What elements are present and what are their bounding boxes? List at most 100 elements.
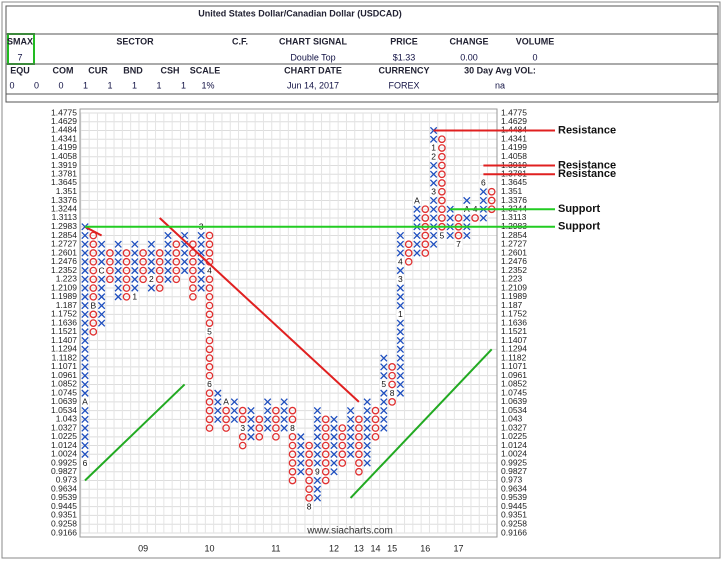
y-tick-label: 0.973 — [501, 475, 523, 485]
x-box — [363, 406, 371, 415]
month-marker: 3 — [398, 274, 403, 284]
month-marker: 8 — [307, 501, 312, 511]
x-box — [463, 231, 471, 240]
y-tick-label: 1.2352 — [501, 265, 527, 275]
marker-bg — [205, 327, 214, 336]
month-marker: 8 — [290, 423, 295, 433]
month-marker: A — [414, 195, 420, 205]
x-box — [313, 406, 322, 415]
o-box — [155, 266, 164, 275]
header-value: 0 — [58, 80, 63, 90]
o-box — [288, 450, 297, 459]
header-label: SMAX — [7, 36, 33, 46]
o-box — [238, 406, 247, 415]
o-box — [438, 187, 446, 196]
x-box — [81, 433, 89, 441]
o-box — [172, 275, 181, 284]
o-box — [189, 275, 197, 284]
o-box — [321, 424, 330, 432]
marker-bg — [379, 380, 388, 389]
x-box — [280, 398, 288, 406]
x-box — [81, 310, 89, 319]
y-tick-label: 1.3919 — [51, 160, 77, 170]
o-box — [305, 459, 313, 467]
o-box — [288, 459, 297, 467]
o-box — [238, 432, 247, 441]
x-box — [429, 135, 438, 143]
y-tick-label: 1.1071 — [501, 361, 527, 371]
o-box — [338, 432, 347, 441]
marker-bg — [222, 397, 231, 406]
x-box — [330, 441, 338, 450]
o-box — [355, 467, 363, 476]
o-box — [205, 275, 214, 284]
y-tick-label: 1.0961 — [51, 370, 77, 380]
month-marker: A — [82, 397, 88, 407]
month-marker: 6 — [481, 178, 486, 188]
y-tick-label: 1.3244 — [51, 203, 77, 213]
y-tick-label: 1.0024 — [501, 449, 527, 459]
o-box — [438, 205, 446, 214]
y-tick-label: 0.9827 — [501, 466, 527, 476]
month-marker: 5 — [207, 327, 212, 337]
x-box — [429, 240, 438, 248]
o-box — [205, 249, 214, 257]
x-box — [114, 249, 122, 257]
o-box — [205, 231, 214, 240]
marker-bg — [437, 231, 446, 240]
o-box — [438, 144, 446, 152]
x-box — [346, 424, 355, 432]
header-value: FOREX — [388, 80, 419, 90]
month-marker: 2 — [431, 152, 436, 162]
watermark: www.siacharts.com — [306, 526, 393, 537]
x-box — [346, 433, 355, 441]
x-box — [114, 293, 122, 301]
x-box — [346, 450, 355, 458]
y-tick-label: 1.1294 — [51, 344, 77, 354]
x-box — [346, 406, 355, 415]
x-box — [230, 398, 239, 406]
level-label: Resistance — [558, 159, 616, 171]
month-marker: 3 — [431, 186, 436, 196]
y-tick-label: 1.2854 — [51, 230, 77, 240]
o-box — [355, 450, 363, 459]
marker-bg — [305, 502, 314, 511]
x-box — [429, 170, 438, 178]
x-box — [363, 459, 371, 467]
y-tick-label: 1.2109 — [51, 282, 77, 292]
header-value: 0 — [532, 52, 537, 62]
x-box — [247, 406, 255, 415]
x-box — [81, 258, 89, 266]
marker-bg — [396, 257, 405, 266]
x-box — [313, 450, 322, 458]
x-box — [247, 415, 255, 424]
y-tick-label: 1.1071 — [51, 361, 77, 371]
o-box — [272, 432, 280, 441]
o-box — [321, 415, 330, 424]
y-tick-label: 0.9539 — [501, 492, 527, 502]
x-box — [463, 214, 471, 222]
x-box — [413, 205, 421, 213]
x-box — [396, 380, 405, 389]
o-box — [205, 310, 214, 319]
y-tick-label: 1.2476 — [51, 256, 77, 266]
x-box — [380, 424, 388, 432]
x-box — [197, 275, 205, 283]
x-box — [396, 319, 405, 327]
o-box — [238, 441, 247, 450]
x-box — [197, 240, 205, 248]
o-box — [89, 275, 98, 284]
y-tick-label: 1.351 — [56, 186, 78, 196]
header-label: SECTOR — [116, 36, 154, 46]
y-tick-label: 1.1636 — [501, 317, 527, 327]
month-marker: 2 — [149, 274, 154, 284]
x-box — [97, 293, 106, 301]
x-box — [214, 389, 222, 397]
x-box — [81, 450, 89, 458]
o-box — [355, 441, 363, 450]
header-label: SCALE — [190, 65, 221, 75]
o-box — [388, 398, 396, 406]
month-marker: A — [223, 397, 229, 407]
y-tick-label: 1.1989 — [51, 291, 77, 301]
x-box — [396, 231, 405, 240]
